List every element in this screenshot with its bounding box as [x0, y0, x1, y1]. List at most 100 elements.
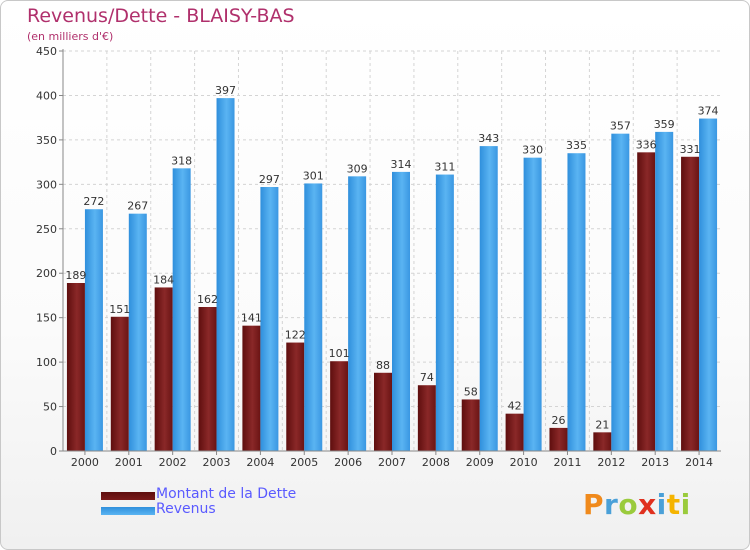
bar-chart: 189 272 151 267 184 318 162 397 141 297 122 301 101 3…	[36, 45, 721, 469]
x-tick-label: 2008	[422, 456, 450, 469]
data-label-debt: 336	[636, 138, 657, 151]
bar-debt	[330, 361, 349, 451]
bar-revenue	[348, 176, 367, 452]
bar-debt	[417, 385, 436, 451]
data-label-debt: 58	[464, 385, 478, 398]
bar-debt	[461, 399, 480, 451]
y-tick-label: 150	[36, 312, 57, 325]
proxiti-logo: Proxiti	[583, 488, 691, 521]
data-label-revenue: 272	[83, 195, 104, 208]
bar-debt	[66, 283, 85, 451]
y-tick-label: 350	[36, 134, 57, 147]
x-tick-label: 2002	[159, 456, 187, 469]
bar-revenue	[567, 153, 586, 451]
data-label-revenue: 397	[215, 84, 236, 97]
bar-debt	[110, 316, 129, 451]
data-label-debt: 42	[508, 400, 522, 413]
y-tick-label: 0	[50, 445, 57, 458]
y-tick-label: 200	[36, 267, 57, 280]
data-label-debt: 74	[420, 371, 434, 384]
data-label-revenue: 311	[434, 161, 455, 174]
data-label-debt: 26	[551, 414, 565, 427]
y-tick-label: 100	[36, 356, 57, 369]
bar-revenue	[304, 183, 323, 451]
logo-letter: P	[583, 488, 605, 521]
bar-revenue	[523, 157, 542, 451]
bar-debt	[637, 152, 656, 452]
logo-letter: t	[666, 488, 681, 521]
data-label-revenue: 330	[522, 144, 543, 157]
x-tick-label: 2009	[466, 456, 494, 469]
data-label-debt: 88	[376, 359, 390, 372]
x-tick-label: 2000	[71, 456, 99, 469]
bar-debt	[374, 372, 392, 451]
bar-debt	[593, 432, 612, 451]
x-tick-label: 2011	[553, 456, 581, 469]
logo-letter: x	[638, 488, 657, 521]
bar-revenue	[611, 133, 630, 451]
bar-revenue	[392, 171, 410, 451]
logo-letter: r	[604, 488, 619, 521]
y-tick-label: 300	[36, 178, 57, 191]
legend-swatch-revenue	[101, 507, 155, 515]
logo-letter: i	[656, 488, 667, 521]
y-tick-label: 400	[36, 89, 57, 102]
legend-label-revenue: Revenus	[156, 501, 216, 517]
x-tick-label: 2010	[510, 456, 538, 469]
chart-subtitle: (en milliers d'€)	[27, 30, 114, 43]
data-label-revenue: 314	[391, 158, 412, 171]
bar-revenue	[699, 118, 718, 452]
data-label-revenue: 359	[654, 118, 675, 131]
x-tick-label: 2007	[378, 456, 406, 469]
bar-revenue	[260, 187, 279, 451]
bar-debt	[549, 427, 568, 451]
data-label-debt: 184	[153, 273, 174, 286]
logo-letter: o	[618, 488, 639, 521]
y-tick-label: 50	[43, 401, 57, 414]
x-tick-label: 2003	[203, 456, 231, 469]
data-label-debt: 101	[329, 347, 350, 360]
data-label-revenue: 309	[347, 162, 368, 175]
data-label-revenue: 343	[478, 132, 499, 145]
bar-revenue	[216, 98, 235, 451]
data-label-revenue: 267	[127, 200, 148, 213]
x-tick-label: 2006	[334, 456, 362, 469]
bar-revenue	[435, 174, 454, 452]
x-tick-label: 2014	[685, 456, 713, 469]
bar-debt	[242, 325, 261, 451]
bar-revenue	[84, 209, 103, 451]
bar-debt	[198, 307, 217, 451]
data-label-revenue: 374	[698, 105, 719, 118]
data-label-revenue: 301	[303, 169, 324, 182]
data-label-revenue: 335	[566, 139, 587, 152]
data-label-debt: 21	[595, 418, 609, 431]
bar-debt	[505, 413, 524, 451]
data-label-revenue: 357	[610, 120, 631, 133]
chart-title: Revenus/Dette - BLAISY-BAS	[27, 5, 295, 27]
data-label-debt: 151	[109, 303, 130, 316]
legend-swatch-debt	[101, 492, 155, 500]
data-label-debt: 331	[680, 143, 701, 156]
x-tick-label: 2013	[641, 456, 669, 469]
data-label-debt: 141	[241, 312, 262, 325]
bar-debt	[154, 287, 173, 451]
data-label-debt: 189	[65, 269, 86, 282]
data-label-debt: 122	[285, 329, 306, 342]
bar-debt	[681, 156, 700, 451]
bar-debt	[286, 342, 305, 451]
logo-letter: i	[680, 488, 691, 521]
bar-revenue	[655, 131, 674, 451]
bar-revenue	[172, 168, 191, 452]
legend-label-debt: Montant de la Dette	[156, 486, 297, 502]
x-tick-label: 2012	[597, 456, 625, 469]
bar-revenue	[128, 213, 147, 451]
bar-revenue	[479, 146, 498, 451]
x-tick-label: 2001	[115, 456, 143, 469]
y-tick-label: 450	[36, 45, 57, 58]
x-tick-label: 2004	[246, 456, 274, 469]
x-tick-label: 2005	[290, 456, 318, 469]
data-label-debt: 162	[197, 293, 218, 306]
data-label-revenue: 297	[259, 173, 280, 186]
data-label-revenue: 318	[171, 154, 192, 167]
